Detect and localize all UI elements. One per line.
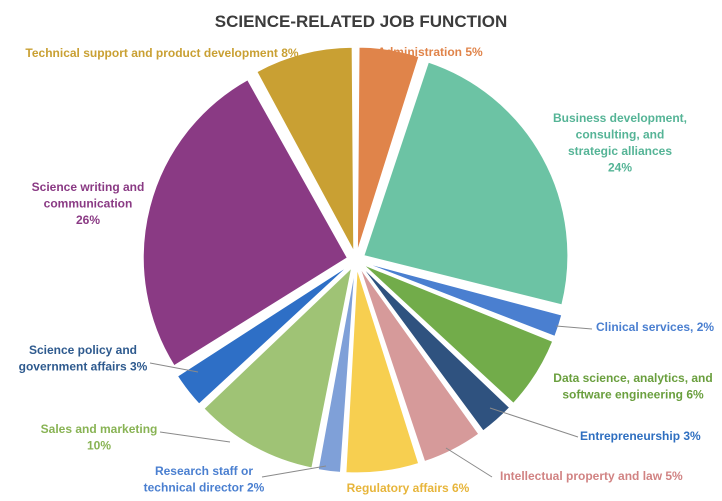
pie-slice [142,79,348,367]
slice-label-line: Administration 5% [377,45,483,59]
slice-label-line: Business development, [553,111,687,125]
pie-slice [317,268,356,473]
slice-label-line: Intellectual property and law 5% [500,469,683,483]
slice-label-line: software engineering 6% [562,388,704,402]
pie-slice [363,264,554,405]
slice-label: Administration 5% [377,45,483,59]
slice-label-line: 10% [87,439,111,453]
slice-label-line: strategic alliances [568,144,672,158]
pie-slice [256,46,355,252]
pie-slice [361,266,511,432]
slice-label: Research staff or technical director 2% [144,464,265,495]
leader-lines [149,325,593,478]
slice-label: Data science, analytics, and software eng… [553,371,712,402]
slice-label-line: Clinical services, 2% [596,320,714,334]
slice-label-line: Science policy and [29,343,137,357]
leader-line [149,362,199,373]
pie-slice [176,265,350,405]
slice-label-line: 24% [608,161,632,175]
leader-line [261,465,327,478]
pie-slice [356,46,420,252]
slice-labels: Administration 5% Business development, co… [19,45,715,495]
chart-title: SCIENCE-RELATED JOB FUNCTION [215,12,507,31]
slice-label: Regulatory affairs 6% [347,481,470,495]
slice-label: Sales and marketing 10% [41,422,158,453]
slice-label-line: Science writing and [32,180,145,194]
slice-label: Clinical services, 2% [596,320,714,334]
pie-slices [142,46,569,474]
slice-label: Technical support and product developmen… [25,46,298,60]
slice-label: Business development, consulting, and stra… [553,111,687,175]
pie-slice [203,266,353,469]
slice-label-line: Data science, analytics, and [553,371,712,385]
slice-label-line: technical director 2% [144,481,265,495]
pie-slice [345,268,420,474]
slice-label-line: Technical support and product developmen… [25,46,298,60]
leader-line [445,447,493,478]
slice-label-line: Regulatory affairs 6% [347,481,470,495]
pie-slice [363,61,569,306]
slice-label-line: Research staff or [155,464,253,478]
leader-line [159,431,231,443]
slice-label-line: Sales and marketing [41,422,158,436]
slice-label-line: government affairs 3% [19,360,148,374]
slice-label-line: communication [44,197,133,211]
leader-line [489,407,579,438]
slice-label: Science writing and communication 26% [32,180,145,227]
pie-slice [359,267,480,463]
slice-label-line: consulting, and [576,128,665,142]
slice-label: Entrepreneurship 3% [580,429,701,443]
leader-line [555,325,593,330]
slice-label: Intellectual property and law 5% [500,469,683,483]
slice-label: Science policy and government affairs 3% [19,343,148,374]
slice-label-line: Entrepreneurship 3% [580,429,701,443]
slice-label-line: 26% [76,213,100,227]
